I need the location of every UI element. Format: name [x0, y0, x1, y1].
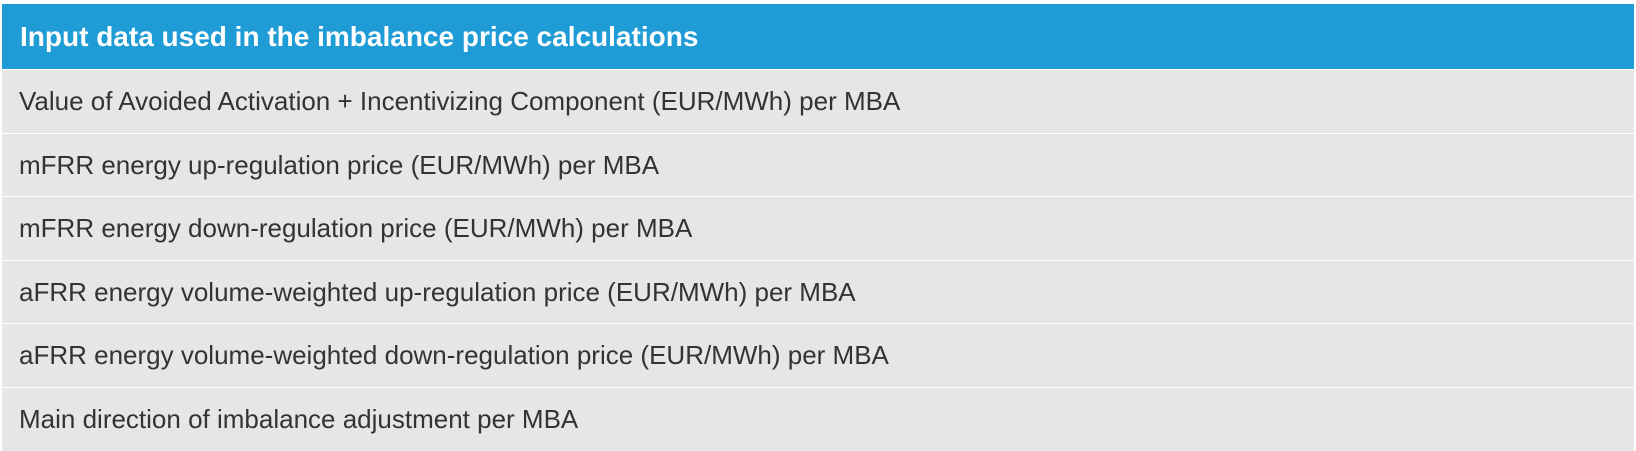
table-row[interactable]: Value of Avoided Activation + Incentiviz…	[2, 69, 1634, 133]
table-row[interactable]: aFRR energy volume-weighted up-regulatio…	[2, 259, 1634, 324]
table: Input data used in the imbalance price c…	[2, 4, 1634, 451]
table-row[interactable]: mFRR energy down-regulation price (EUR/M…	[2, 196, 1634, 260]
table-title: Input data used in the imbalance price c…	[2, 4, 1634, 69]
table-row[interactable]: mFRR energy up-regulation price (EUR/MWh…	[2, 132, 1634, 197]
table-row[interactable]: aFRR energy volume-weighted down-regulat…	[2, 323, 1634, 387]
table-row[interactable]: Main direction of imbalance adjustment p…	[2, 386, 1634, 451]
